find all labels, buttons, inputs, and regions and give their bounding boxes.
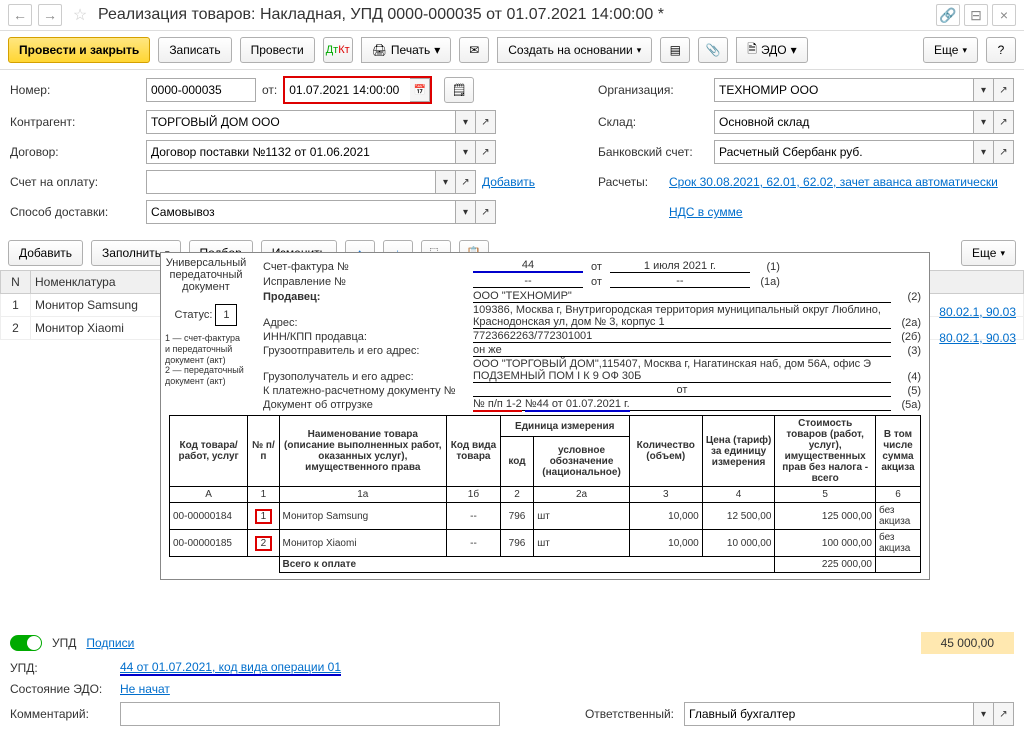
- main-toolbar: Провести и закрыть Записать Провести ДтК…: [0, 31, 1024, 70]
- total-sum: 45 000,00: [921, 632, 1014, 654]
- upd-items-table: Код товара/ работ, услуг № п/п Наименова…: [169, 415, 921, 573]
- comment-field[interactable]: [120, 702, 500, 726]
- upd-link[interactable]: 44 от 01.07.2021, код вида операции 01: [120, 660, 341, 676]
- partner-field[interactable]: [146, 110, 456, 134]
- window-title: Реализация товаров: Накладная, УПД 0000-…: [98, 6, 930, 24]
- dtxt-icon[interactable]: ДтКт: [323, 37, 353, 63]
- org-field[interactable]: [714, 78, 974, 102]
- org-label: Организация:: [598, 83, 708, 97]
- acc-link-1[interactable]: 80.02.1, 90.03: [939, 305, 1016, 319]
- help-icon[interactable]: ?: [986, 37, 1016, 63]
- add-invoice-link[interactable]: Добавить: [482, 175, 535, 189]
- edo-state-link[interactable]: Не начат: [120, 682, 170, 696]
- upd-preview-overlay: Универсальный передаточный документ Стат…: [160, 252, 930, 580]
- upd-status: 1: [215, 304, 237, 326]
- contract-field[interactable]: [146, 140, 456, 164]
- window-header: ← → ☆ Реализация товаров: Накладная, УПД…: [0, 0, 1024, 31]
- number-field[interactable]: [146, 78, 256, 102]
- register-icon[interactable]: ▤: [660, 37, 690, 63]
- edo-button[interactable]: 🗎 ЭДО ▾: [736, 37, 807, 63]
- pin-icon[interactable]: ⊟: [964, 4, 988, 26]
- nav-back-icon[interactable]: ←: [8, 4, 32, 26]
- envelope-icon[interactable]: ✉: [459, 37, 489, 63]
- attach-icon[interactable]: 📎: [698, 37, 728, 63]
- comment-label: Комментарий:: [10, 707, 110, 721]
- write-button[interactable]: Записать: [158, 37, 231, 63]
- upd-legend: 1 — счет-фактура и передаточный документ…: [165, 333, 247, 387]
- dropdown-icon[interactable]: ▾: [974, 78, 994, 102]
- favorite-icon[interactable]: ☆: [68, 4, 92, 26]
- sf-number: 44: [473, 259, 583, 273]
- responsible-field[interactable]: [684, 702, 974, 726]
- calc-link[interactable]: Срок 30.08.2021, 62.01, 62.02, зачет ава…: [669, 175, 1014, 189]
- number-label: Номер:: [10, 83, 140, 97]
- bottom-panel: УПД Подписи 45 000,00 УПД: 44 от 01.07.2…: [0, 626, 1024, 738]
- upd-label: УПД:: [10, 661, 110, 675]
- upd-row: 00-00000184 1 Монитор Samsung -- 796 шт …: [170, 503, 921, 530]
- print-button[interactable]: 🖨 Печать ▾: [361, 37, 452, 63]
- warehouse-field[interactable]: [714, 110, 974, 134]
- post-button[interactable]: Провести: [240, 37, 315, 63]
- delivery-field[interactable]: [146, 200, 456, 224]
- col-n: N: [1, 271, 31, 294]
- date-label: от:: [262, 83, 277, 97]
- delivery-label: Способ доставки:: [10, 205, 140, 219]
- form-area: Номер: от: 📅 🗒 Организация: ▾ ↗ Контраге…: [0, 70, 1024, 236]
- acc-link-2[interactable]: 80.02.1, 90.03: [939, 331, 1016, 345]
- table-more-button[interactable]: Еще: [961, 240, 1016, 266]
- more-button[interactable]: Еще: [923, 37, 978, 63]
- link-icon[interactable]: 🔗: [936, 4, 960, 26]
- open-icon[interactable]: ↗: [994, 78, 1014, 102]
- partner-label: Контрагент:: [10, 115, 140, 129]
- upd-row: 00-00000185 2 Монитор Xiaomi -- 796 шт 1…: [170, 530, 921, 557]
- nav-fwd-icon[interactable]: →: [38, 4, 62, 26]
- signatures-link[interactable]: Подписи: [86, 636, 134, 650]
- note-icon[interactable]: 🗒: [444, 77, 474, 103]
- bank-label: Банковский счет:: [598, 145, 708, 159]
- edo-state-label: Состояние ЭДО:: [10, 682, 110, 696]
- invoice-field[interactable]: [146, 170, 436, 194]
- close-icon[interactable]: ×: [992, 4, 1016, 26]
- upd-toggle[interactable]: [10, 635, 42, 651]
- invoice-label: Счет на оплату:: [10, 175, 140, 189]
- upd-title: Универсальный передаточный документ: [165, 257, 247, 293]
- post-and-close-button[interactable]: Провести и закрыть: [8, 37, 150, 63]
- add-row-button[interactable]: Добавить: [8, 240, 83, 266]
- bank-field[interactable]: [714, 140, 974, 164]
- calc-label: Расчеты:: [598, 175, 663, 189]
- responsible-label: Ответственный:: [585, 707, 674, 721]
- vat-link[interactable]: НДС в сумме: [669, 205, 1014, 219]
- create-based-button[interactable]: Создать на основании: [497, 37, 652, 63]
- contract-label: Договор:: [10, 145, 140, 159]
- warehouse-label: Склад:: [598, 115, 708, 129]
- calendar-icon[interactable]: 📅: [410, 78, 430, 102]
- date-field[interactable]: [285, 78, 410, 102]
